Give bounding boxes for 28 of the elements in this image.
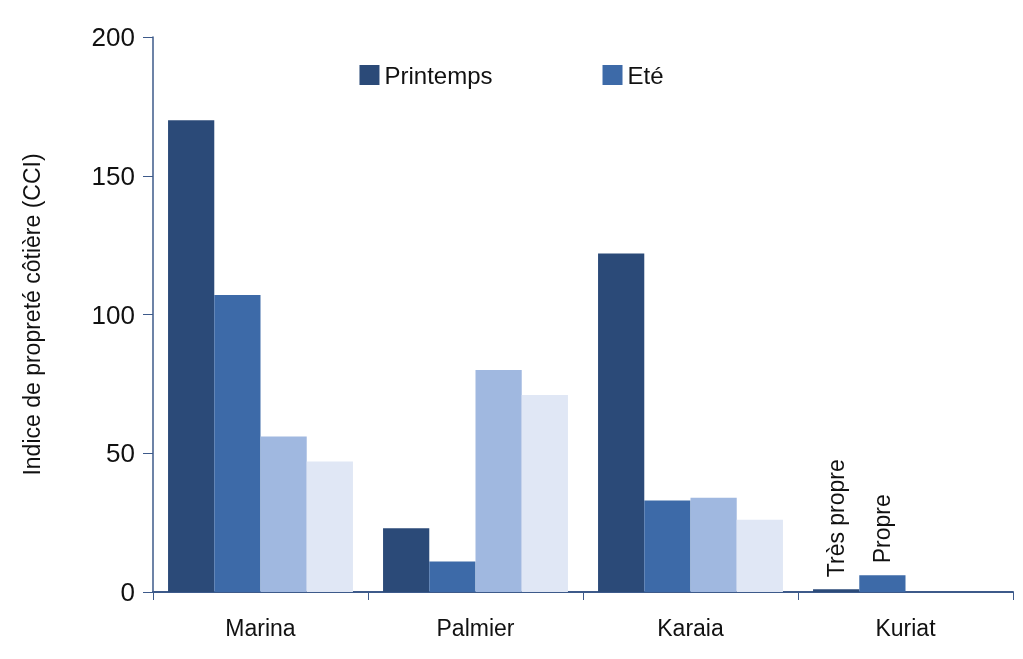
bar (260, 436, 307, 592)
bar (306, 461, 353, 592)
x-tick-label: Kuriat (875, 614, 937, 641)
legend-label: Printemps (384, 61, 493, 89)
y-axis-title: Indice de propreté côtière (CCI) (18, 153, 45, 476)
bar (598, 253, 645, 592)
x-tick-label: Palmier (436, 614, 515, 641)
annotation: Très propre (823, 459, 850, 578)
bar (429, 561, 476, 592)
annotation: Propre (869, 494, 896, 564)
bar (736, 519, 783, 592)
bar (859, 575, 906, 592)
bar (521, 394, 568, 592)
y-tick-label: 200 (91, 22, 135, 52)
y-tick-label: 100 (91, 299, 135, 330)
y-tick-label: 150 (91, 160, 135, 191)
y-tick-label: 0 (120, 577, 135, 607)
bar (214, 295, 261, 592)
bar (644, 500, 691, 592)
bar (383, 528, 430, 592)
y-tick-label: 50 (106, 438, 135, 469)
x-tick-label: Karaia (657, 614, 724, 641)
bar (813, 589, 860, 592)
bar (168, 120, 215, 592)
x-tick-label: Marina (225, 614, 296, 641)
bar (690, 497, 737, 592)
legend-label: Eté (627, 61, 664, 89)
bar (475, 370, 522, 592)
